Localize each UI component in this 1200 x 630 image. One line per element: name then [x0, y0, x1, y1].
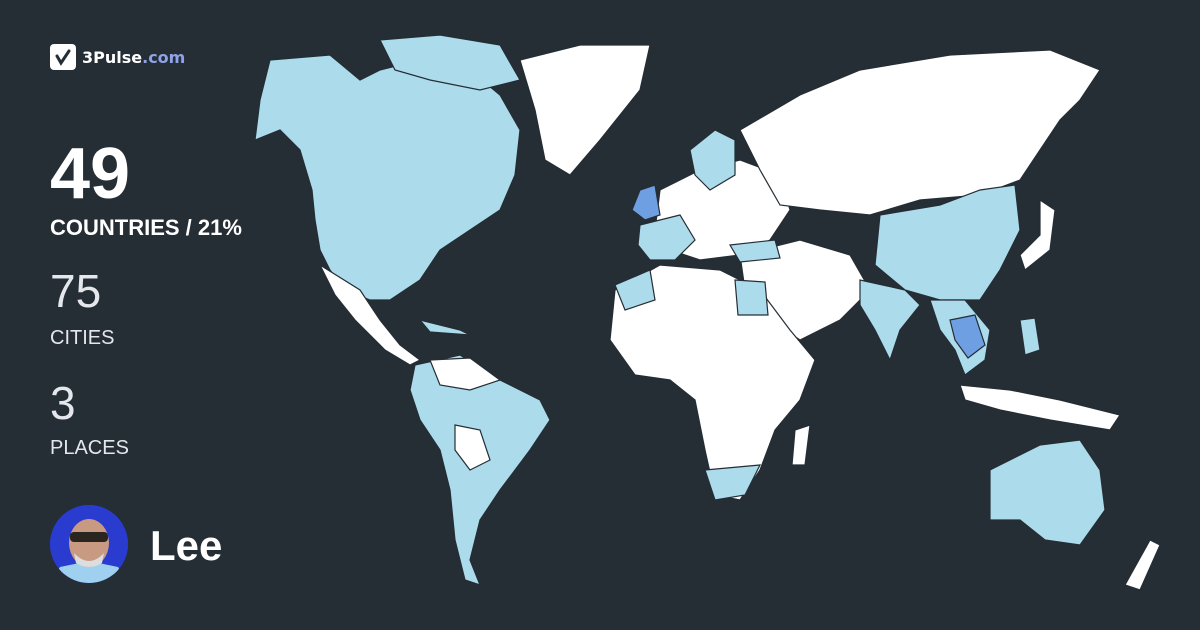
region-arctic-islands: [379, 34, 521, 91]
region-australia[interactable]: [989, 439, 1106, 546]
region-japan[interactable]: [1019, 198, 1056, 272]
countries-count: 49: [50, 134, 131, 214]
region-bolivia-paraguay[interactable]: [454, 424, 491, 471]
brand-name: 3Pulse.com: [82, 47, 186, 67]
places-count: 3: [50, 377, 76, 429]
region-morocco[interactable]: [614, 269, 656, 311]
region-uk[interactable]: [631, 184, 661, 221]
region-venezuela[interactable]: [429, 357, 502, 391]
region-philippines[interactable]: [1019, 317, 1041, 356]
region-madagascar[interactable]: [791, 424, 811, 466]
region-caribbean: [418, 318, 471, 336]
user-name: Lee: [150, 522, 223, 569]
region-south-america[interactable]: [409, 354, 551, 586]
region-russia[interactable]: [739, 49, 1101, 216]
brand-logo[interactable]: 3Pulse.com: [50, 44, 185, 70]
region-egypt[interactable]: [734, 279, 769, 316]
region-indonesia[interactable]: [959, 384, 1121, 431]
pulse-check-icon: [50, 44, 76, 70]
region-scandinavia[interactable]: [689, 129, 736, 191]
cities-count: 75: [50, 265, 102, 317]
countries-label: COUNTRIES / 21%: [50, 215, 242, 240]
region-south-africa[interactable]: [704, 464, 762, 501]
cities-label: CITIES: [50, 327, 115, 349]
region-greenland[interactable]: [519, 44, 651, 176]
region-indochina[interactable]: [949, 314, 986, 359]
region-new-zealand[interactable]: [1124, 539, 1161, 591]
region-india[interactable]: [859, 279, 921, 362]
region-china[interactable]: [874, 184, 1021, 301]
region-mexico-central-america[interactable]: [318, 263, 422, 366]
places-label: PLACES: [50, 437, 129, 459]
region-turkey[interactable]: [729, 239, 781, 263]
region-western-europe[interactable]: [637, 214, 696, 261]
avatar[interactable]: [50, 505, 128, 583]
region-north-america[interactable]: [254, 54, 521, 301]
